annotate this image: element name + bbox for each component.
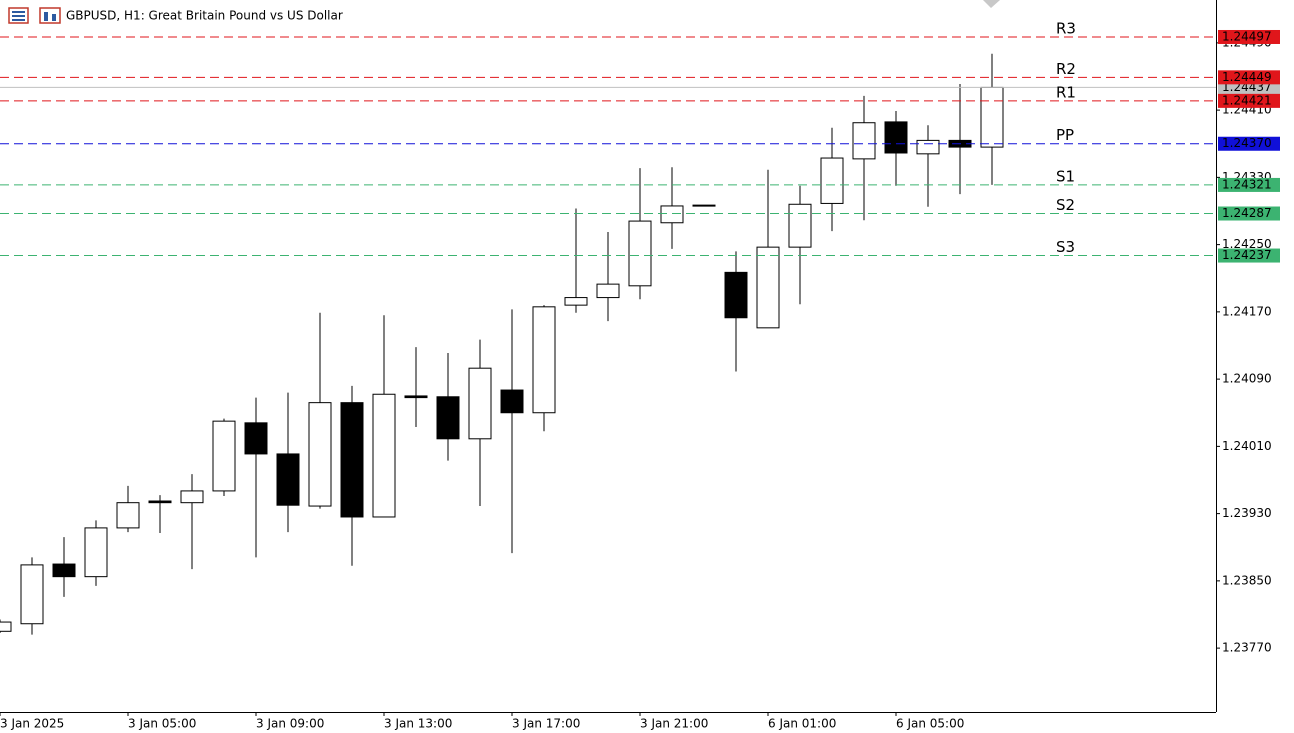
candle-body xyxy=(980,86,1004,148)
candle-body xyxy=(0,621,12,632)
y-tick-label: 1.23930 xyxy=(1222,506,1272,520)
candle-body xyxy=(244,422,268,455)
candle-body xyxy=(596,283,620,299)
pivot-price-box xyxy=(1218,93,1280,108)
candle-body xyxy=(52,563,76,578)
pivot-price-box xyxy=(1218,206,1280,221)
pivot-name: R1 xyxy=(1056,83,1076,101)
pivot-price-label: 1.24237 xyxy=(1222,248,1272,262)
y-tick-label: 1.24170 xyxy=(1222,304,1272,318)
x-tick-label: 3 Jan 13:00 xyxy=(384,717,452,731)
candle-body xyxy=(212,420,236,492)
y-tick-label: 1.23850 xyxy=(1222,573,1272,587)
candle-body xyxy=(500,389,524,414)
candle-body xyxy=(884,121,908,154)
pivot-name: PP xyxy=(1056,126,1074,144)
candle-body xyxy=(20,564,44,625)
x-tick-label: 6 Jan 05:00 xyxy=(896,717,964,731)
candle-body xyxy=(692,204,716,207)
x-tick-label: 3 Jan 21:00 xyxy=(640,717,708,731)
pivot-name: R2 xyxy=(1056,60,1076,78)
icon-bar xyxy=(44,12,48,21)
x-tick-label: 3 Jan 05:00 xyxy=(128,717,196,731)
candle-body xyxy=(116,502,140,529)
icon-bar xyxy=(52,14,56,21)
candle-body xyxy=(756,246,780,329)
y-tick-label: 1.24250 xyxy=(1222,237,1272,251)
y-tick-label: 1.24090 xyxy=(1222,372,1272,386)
candle-body xyxy=(372,393,396,518)
pivot-price-label: 1.24497 xyxy=(1222,29,1272,43)
candle-body xyxy=(628,220,652,287)
candle-body xyxy=(84,527,108,578)
x-tick-label: 3 Jan 2025 xyxy=(0,717,64,731)
candle-body xyxy=(276,453,300,506)
candle-body xyxy=(532,306,556,414)
chart-title: GBPUSD, H1: Great Britain Pound vs US Do… xyxy=(66,9,343,23)
candle-body xyxy=(180,490,204,504)
candle-body xyxy=(340,402,364,518)
candle-body xyxy=(820,157,844,204)
x-tick-label: 3 Jan 09:00 xyxy=(256,717,324,731)
x-tick-label: 3 Jan 17:00 xyxy=(512,717,580,731)
candle-body xyxy=(852,122,876,160)
shift-marker xyxy=(983,0,1000,8)
pivot-name: S3 xyxy=(1056,238,1075,256)
pivot-price-box xyxy=(1218,248,1280,263)
pivot-price-label: 1.24287 xyxy=(1222,206,1272,220)
candle-body xyxy=(916,139,940,155)
pivot-price-box xyxy=(1218,70,1280,85)
pivot-price-label: 1.24421 xyxy=(1222,93,1272,107)
x-tick-label: 6 Jan 01:00 xyxy=(768,717,836,731)
icon-chart[interactable] xyxy=(39,7,61,24)
candle-body xyxy=(724,271,748,319)
candle-body xyxy=(436,396,460,440)
pivot-name: S2 xyxy=(1056,196,1075,214)
pivot-name: R3 xyxy=(1056,19,1076,37)
candle-body xyxy=(564,297,588,306)
y-tick-label: 1.23770 xyxy=(1222,641,1272,655)
candle-body xyxy=(148,500,172,504)
candle-body xyxy=(788,203,812,248)
y-tick-label: 1.24010 xyxy=(1222,439,1272,453)
pivot-price-box xyxy=(1218,136,1280,151)
candle-body xyxy=(468,367,492,440)
candle-body xyxy=(308,402,332,507)
pivot-price-label: 1.24449 xyxy=(1222,70,1272,84)
header-icons xyxy=(8,7,61,24)
candle-body xyxy=(660,205,684,224)
pivot-price-box xyxy=(1218,177,1280,192)
pivot-price-label: 1.24321 xyxy=(1222,177,1272,191)
pivot-name: S1 xyxy=(1056,167,1075,185)
pivot-price-box xyxy=(1218,29,1280,44)
pivot-price-label: 1.24370 xyxy=(1222,136,1272,150)
candle-body xyxy=(404,395,428,399)
